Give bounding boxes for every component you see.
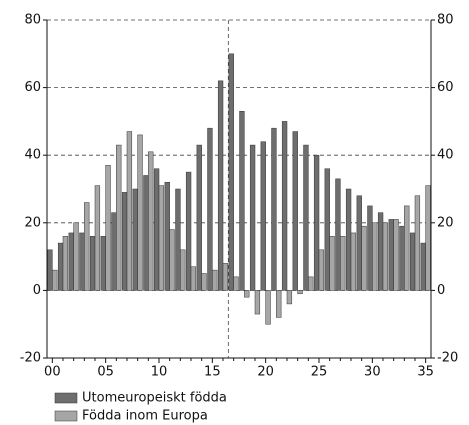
y2-tick-label: 0 [437,283,445,298]
bar [222,263,229,291]
bar [121,192,128,291]
bar [185,171,192,291]
y-tick-label: 80 [24,13,41,28]
bar [425,185,431,291]
bar [94,185,101,291]
bar [153,168,160,291]
bar [404,205,410,291]
bar [276,290,282,318]
bar [62,236,69,291]
bar [158,185,165,291]
legend-swatch [54,410,78,422]
x-tick-label: 15 [204,365,221,380]
bar [324,168,330,291]
bar [377,212,384,291]
bar [265,290,271,325]
bar [420,242,426,291]
bar [148,151,154,291]
bar [399,225,405,291]
legend-swatch [54,392,78,404]
bar [361,225,367,291]
y-tick-label: 60 [24,80,41,95]
x-tick-label: 25 [311,365,328,380]
bar [335,178,341,291]
bar [388,219,394,291]
x-tick-label: 10 [151,365,168,380]
bar [79,232,85,291]
bar [137,134,143,291]
bar [73,222,79,291]
bar [239,111,245,291]
bar [57,242,64,291]
bar [308,276,314,291]
bar [180,249,186,291]
bar [393,219,399,291]
bar [318,249,325,291]
bar [105,165,111,291]
x-tick-label: 05 [97,365,114,380]
bar [217,80,224,291]
bar [228,53,234,291]
x-tick-label: 30 [364,365,381,380]
bar [313,154,320,291]
bar [350,232,357,291]
bar [409,232,416,291]
bar [292,131,298,291]
x-tick-label: 20 [257,365,274,380]
y-tick-label: -20 [20,351,41,366]
bar [143,175,149,291]
y2-tick-label: 40 [437,148,454,163]
bar [196,144,202,291]
bar [414,195,421,291]
bar [84,202,90,291]
bar [52,269,58,291]
bar [126,131,133,291]
bar [89,236,96,291]
bar [303,144,309,291]
y2-tick-label: 80 [437,13,454,28]
bar [297,290,303,295]
bar [254,290,261,315]
bar [47,249,53,291]
bar [164,181,170,291]
bar [382,222,389,291]
bar [340,236,346,291]
bar [286,290,293,305]
bar [233,276,239,291]
legend-label: Födda inom Europa [82,409,208,424]
bar [175,188,181,291]
bar [190,266,197,291]
bar [249,144,256,291]
bar [281,121,288,291]
bar [169,229,175,291]
y-tick-label: 20 [24,215,41,230]
bar [207,127,213,291]
y2-tick-label: 60 [437,80,454,95]
bar [100,236,106,291]
y2-tick-label: -20 [437,351,458,366]
bar [271,127,277,291]
x-tick-label: 00 [44,365,61,380]
bar [372,222,378,291]
bar [132,188,138,291]
y-tick-label: 0 [33,283,41,298]
legend-label: Utomeuropeiskt födda [82,391,227,406]
y2-tick-label: 20 [437,215,454,230]
bar [329,236,335,291]
x-tick-label: 35 [417,365,434,380]
y-tick-label: 40 [24,148,41,163]
bar [68,232,74,291]
bar [345,188,352,291]
bar [356,195,362,291]
bar [212,269,218,291]
bar [201,273,207,291]
bar [116,144,122,291]
bar [111,212,117,291]
bar [244,290,250,298]
bar [367,205,373,291]
bar [260,141,266,291]
